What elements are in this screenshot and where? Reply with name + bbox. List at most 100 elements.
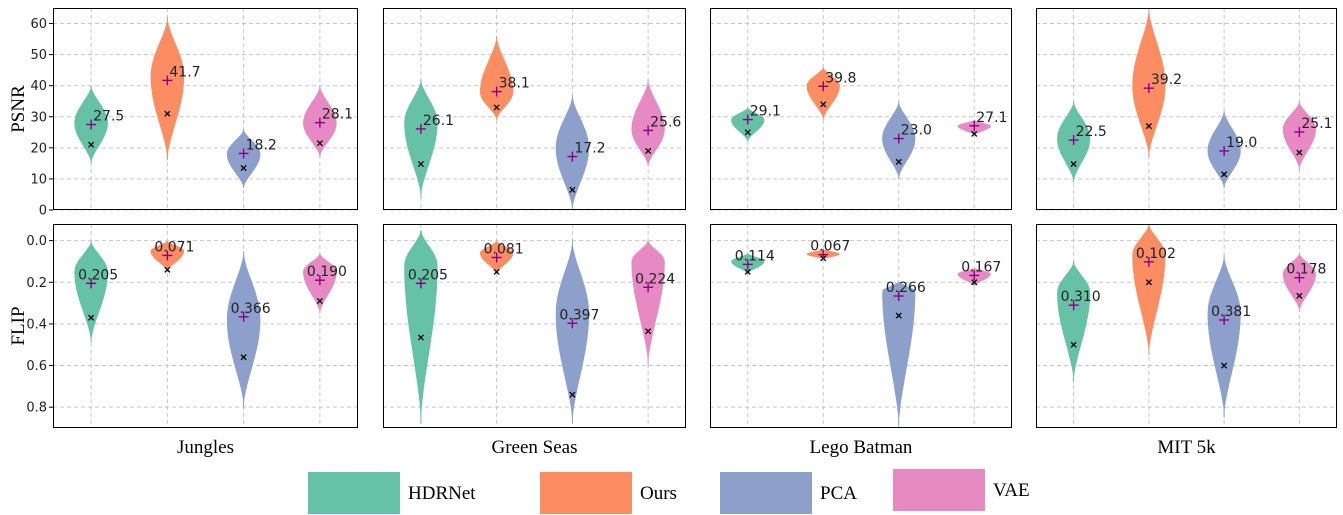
data-label-pca: 17.2 <box>574 141 605 157</box>
y-tick-label: 0.0 <box>26 234 47 249</box>
violin-vae <box>631 240 665 366</box>
violin-ours <box>1132 224 1166 356</box>
median-marker-ours <box>164 110 171 117</box>
mean-marker-pca <box>567 151 578 162</box>
data-label-vae: 0.190 <box>307 264 347 280</box>
median-marker-stroke <box>569 186 576 193</box>
mean-marker-ours <box>491 252 502 263</box>
legend-label-pca: PCA <box>820 483 857 504</box>
median-marker-stroke <box>164 266 171 273</box>
y-tick-label: 50 <box>30 48 47 63</box>
median-marker-hdrnet <box>744 268 751 275</box>
y-tick-label: 0.6 <box>26 359 47 374</box>
median-marker-pca <box>895 312 902 319</box>
mean-marker-pca <box>238 148 249 159</box>
legend-swatch-vae <box>893 469 985 511</box>
mean-marker-vae <box>969 270 980 281</box>
y-tick-label: 10 <box>30 172 47 187</box>
median-marker-vae <box>316 297 323 305</box>
median-marker-hdrnet <box>1070 160 1077 168</box>
mean-marker-pca <box>1219 314 1230 325</box>
panel-flip-jungles: 0.205 0.071 0.366 0.190 <box>53 224 358 428</box>
data-label-hdrnet: 0.114 <box>735 248 775 264</box>
median-marker-stroke <box>971 130 978 137</box>
mean-marker-ours <box>818 81 829 92</box>
median-marker-stroke <box>744 129 751 136</box>
median-marker-pca <box>240 164 247 172</box>
data-label-hdrnet: 26.1 <box>423 113 454 129</box>
legend-swatch-pca <box>720 472 812 514</box>
violin-hdrnet <box>404 230 438 424</box>
violin-pca <box>226 251 261 408</box>
median-marker-hdrnet <box>744 129 751 136</box>
mean-marker-ours <box>1143 83 1154 94</box>
violin-pca <box>555 240 589 424</box>
median-marker-pca <box>240 354 247 361</box>
data-label-ours: 38.1 <box>499 76 530 92</box>
median-marker-hdrnet <box>417 160 424 168</box>
mean-marker-ours <box>491 86 502 97</box>
median-marker-ours <box>1145 279 1152 286</box>
data-label-vae: 0.167 <box>961 259 1001 275</box>
mean-marker-hdrnet <box>86 278 97 289</box>
violins-group <box>731 67 991 179</box>
median-marker-stroke <box>417 334 424 341</box>
y-tick-label: 30 <box>30 110 47 125</box>
median-marker-stroke <box>895 158 902 165</box>
violins-group <box>404 230 665 424</box>
data-label-pca: 23.0 <box>901 123 932 139</box>
column-title-mit-5k: MIT 5k <box>1157 437 1216 458</box>
median-marker-stroke <box>240 354 247 361</box>
mean-marker-vae <box>314 117 325 128</box>
median-marker-hdrnet <box>88 314 95 321</box>
violins-group <box>404 36 665 210</box>
violin-pca <box>1207 255 1241 418</box>
median-marker-vae <box>971 279 978 286</box>
violin-pca <box>226 129 261 189</box>
legend-swatch-hdrnet <box>308 472 400 514</box>
legend-swatch-ours <box>540 472 632 514</box>
median-marker-hdrnet <box>1070 341 1077 348</box>
y-tick-label: 0.4 <box>26 317 47 332</box>
mean-marker-pca <box>893 133 904 144</box>
panel-frame <box>383 8 686 210</box>
median-marker-ours <box>820 101 827 108</box>
violin-ours <box>1132 8 1166 158</box>
mean-marker-hdrnet <box>86 119 97 130</box>
violin-ours <box>480 36 514 120</box>
y-tick-label: 0.8 <box>26 401 47 416</box>
median-marker-vae <box>1296 149 1303 156</box>
median-marker-stroke <box>493 268 500 275</box>
mean-marker-vae <box>969 120 980 131</box>
median-marker-stroke <box>820 101 827 108</box>
mean-marker-hdrnet <box>1068 300 1079 311</box>
mean-marker-ours <box>818 249 829 260</box>
y-axis-label-psnr: PSNR <box>8 85 29 133</box>
panel-frame <box>383 224 686 428</box>
data-label-ours: 0.081 <box>484 242 524 258</box>
median-marker-vae <box>1296 292 1303 299</box>
data-label-hdrnet: 0.205 <box>78 267 118 283</box>
panel-psnr-lego-batman: 29.1 39.8 23.0 27.1 <box>710 8 1012 211</box>
panel-frame <box>710 224 1012 428</box>
mean-marker-vae <box>1294 126 1305 137</box>
median-marker-ours <box>493 268 500 275</box>
data-label-pca: 18.2 <box>246 137 277 153</box>
median-marker-stroke <box>88 141 95 148</box>
median-marker-pca <box>895 158 902 165</box>
data-label-pca: 19.0 <box>1226 135 1257 151</box>
panel-flip-lego-batman: 0.114 0.067 0.266 0.167 <box>710 224 1012 428</box>
mean-marker-hdrnet <box>415 123 426 134</box>
median-marker-stroke <box>164 110 171 117</box>
median-marker-stroke <box>569 391 576 398</box>
y-tick-label: 60 <box>30 17 47 32</box>
data-label-ours: 0.102 <box>1136 246 1176 262</box>
violin-hdrnet <box>74 240 108 343</box>
panel-flip-green-seas: 0.205 0.081 0.397 0.224 <box>383 224 686 428</box>
data-label-pca: 0.381 <box>1211 304 1251 320</box>
median-marker-stroke <box>316 297 323 305</box>
column-title-jungles: Jungles <box>177 437 234 458</box>
mean-marker-vae <box>314 275 325 286</box>
median-marker-stroke <box>240 164 247 172</box>
median-marker-ours <box>164 266 171 273</box>
